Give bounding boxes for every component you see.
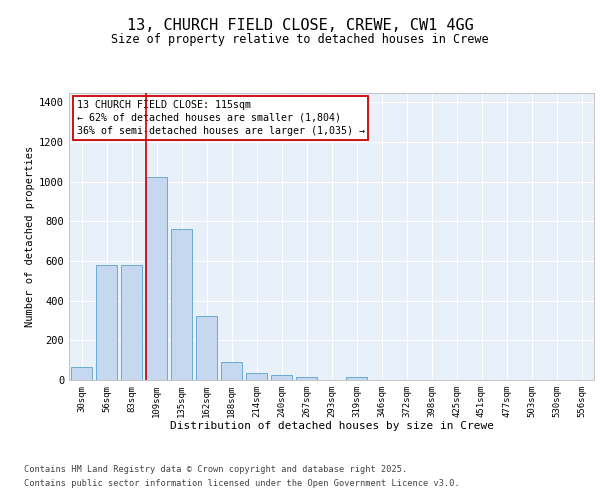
Bar xyxy=(296,377,317,380)
Text: Contains HM Land Registry data © Crown copyright and database right 2025.: Contains HM Land Registry data © Crown c… xyxy=(24,466,407,474)
Text: Size of property relative to detached houses in Crewe: Size of property relative to detached ho… xyxy=(111,32,489,46)
Text: 13 CHURCH FIELD CLOSE: 115sqm
← 62% of detached houses are smaller (1,804)
36% o: 13 CHURCH FIELD CLOSE: 115sqm ← 62% of d… xyxy=(77,100,365,136)
Bar xyxy=(221,362,242,380)
Bar xyxy=(121,265,142,380)
Bar xyxy=(96,265,117,380)
Text: Contains public sector information licensed under the Open Government Licence v3: Contains public sector information licen… xyxy=(24,479,460,488)
X-axis label: Distribution of detached houses by size in Crewe: Distribution of detached houses by size … xyxy=(170,422,493,432)
Bar xyxy=(271,375,292,380)
Bar xyxy=(171,230,192,380)
Bar xyxy=(346,377,367,380)
Y-axis label: Number of detached properties: Number of detached properties xyxy=(25,146,35,327)
Bar xyxy=(146,177,167,380)
Bar xyxy=(246,372,267,380)
Bar xyxy=(71,367,92,380)
Bar xyxy=(196,316,217,380)
Text: 13, CHURCH FIELD CLOSE, CREWE, CW1 4GG: 13, CHURCH FIELD CLOSE, CREWE, CW1 4GG xyxy=(127,18,473,32)
